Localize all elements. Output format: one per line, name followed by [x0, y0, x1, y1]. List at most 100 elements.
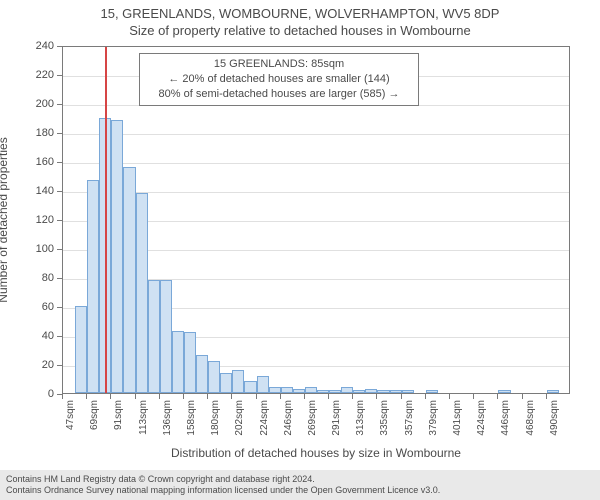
histogram-bar [426, 390, 438, 393]
x-tick-mark [280, 394, 281, 399]
x-tick-label: 291sqm [331, 400, 342, 436]
x-tick-mark [401, 394, 402, 399]
x-tick-mark [110, 394, 111, 399]
y-tick-label: 120 [36, 214, 54, 226]
annotation-line-1: 15 GREENLANDS: 85sqm [148, 57, 410, 72]
histogram-bar [317, 390, 329, 393]
plot-area: 15 GREENLANDS: 85sqm ← 20% of detached h… [62, 46, 570, 394]
histogram-bar [75, 306, 87, 393]
title-sub: Size of property relative to detached ho… [0, 23, 600, 38]
histogram-bar [498, 390, 510, 393]
x-tick-mark [473, 394, 474, 399]
copyright-line-1: Contains HM Land Registry data © Crown c… [6, 474, 594, 485]
histogram-bar [305, 387, 317, 393]
x-tick-mark [522, 394, 523, 399]
x-tick-label: 113sqm [138, 400, 149, 435]
x-tick-mark [328, 394, 329, 399]
x-tick-label: 379sqm [428, 400, 439, 436]
x-tick-mark [352, 394, 353, 399]
y-tick-label: 80 [42, 272, 54, 284]
x-tick-mark [256, 394, 257, 399]
histogram-bar [136, 193, 148, 393]
x-axis-ticks: 47sqm 69sqm 91sqm 113sqm 136sqm 158sqm 180sqm 2… [62, 394, 570, 454]
x-tick-label: 224sqm [259, 400, 270, 436]
histogram-bar [232, 370, 244, 393]
x-tick-label: 69sqm [89, 400, 100, 430]
x-tick-label: 269sqm [307, 400, 318, 436]
x-tick-label: 401sqm [452, 400, 463, 436]
histogram-bar [365, 389, 377, 393]
histogram-bar [390, 390, 402, 393]
x-tick-label: 246sqm [283, 400, 294, 436]
x-tick-label: 136sqm [162, 400, 173, 436]
y-tick-label: 0 [48, 388, 54, 400]
x-tick-mark [86, 394, 87, 399]
histogram-bar [208, 361, 220, 393]
x-tick-label: 357sqm [404, 400, 415, 436]
y-tick-label: 220 [36, 69, 54, 81]
histogram-bar [111, 120, 123, 393]
chart-container: 15, GREENLANDS, WOMBOURNE, WOLVERHAMPTON… [0, 0, 600, 500]
histogram-bar [269, 387, 281, 393]
annotation-box: 15 GREENLANDS: 85sqm ← 20% of detached h… [139, 53, 419, 106]
histogram-bar [196, 355, 208, 393]
histogram-bar [172, 331, 184, 393]
histogram-bar [329, 390, 341, 393]
histogram-bar [160, 280, 172, 393]
annotation-line-3: 80% of semi-detached houses are larger (… [148, 87, 410, 102]
x-tick-label: 91sqm [113, 400, 124, 430]
x-tick-mark [425, 394, 426, 399]
x-tick-label: 424sqm [476, 400, 487, 436]
x-tick-mark [497, 394, 498, 399]
histogram-bar [377, 390, 389, 393]
x-axis-title: Distribution of detached houses by size … [62, 446, 570, 460]
x-tick-mark [376, 394, 377, 399]
histogram-bar [244, 381, 256, 393]
x-tick-mark [546, 394, 547, 399]
x-tick-label: 180sqm [210, 400, 221, 436]
y-tick-label: 180 [36, 127, 54, 139]
y-tick-label: 140 [36, 185, 54, 197]
histogram-bar [402, 390, 414, 393]
histogram-bar [148, 280, 160, 393]
y-axis-ticks: 020406080100120140160180200220240 [0, 46, 62, 394]
histogram-bar [184, 332, 196, 393]
title-block: 15, GREENLANDS, WOMBOURNE, WOLVERHAMPTON… [0, 0, 600, 38]
x-tick-mark [449, 394, 450, 399]
x-tick-label: 446sqm [500, 400, 511, 436]
x-tick-mark [159, 394, 160, 399]
x-tick-label: 313sqm [355, 400, 366, 436]
x-tick-label: 202sqm [234, 400, 245, 436]
x-tick-mark [183, 394, 184, 399]
histogram-bar [87, 180, 99, 393]
y-tick-label: 200 [36, 98, 54, 110]
x-tick-mark [62, 394, 63, 399]
y-tick-label: 40 [42, 330, 54, 342]
x-tick-mark [135, 394, 136, 399]
x-tick-mark [231, 394, 232, 399]
y-tick-label: 240 [36, 40, 54, 52]
x-tick-label: 468sqm [525, 400, 536, 436]
copyright-footer: Contains HM Land Registry data © Crown c… [0, 470, 600, 500]
histogram-bar [123, 167, 135, 393]
x-tick-label: 158sqm [186, 400, 197, 436]
x-tick-mark [304, 394, 305, 399]
histogram-bar [257, 376, 269, 393]
y-tick-label: 20 [42, 359, 54, 371]
x-tick-label: 47sqm [65, 400, 76, 430]
x-tick-label: 490sqm [549, 400, 560, 436]
histogram-bar [293, 389, 305, 393]
y-tick-label: 60 [42, 301, 54, 313]
histogram-bar [547, 390, 559, 393]
x-tick-label: 335sqm [379, 400, 390, 436]
histogram-bar [220, 373, 232, 393]
histogram-bar [353, 390, 365, 393]
histogram-bar [341, 387, 353, 393]
title-main: 15, GREENLANDS, WOMBOURNE, WOLVERHAMPTON… [0, 6, 600, 21]
y-tick-label: 160 [36, 156, 54, 168]
marker-line [105, 47, 107, 393]
annotation-line-2: ← 20% of detached houses are smaller (14… [148, 72, 410, 87]
histogram-bar [281, 387, 293, 393]
y-tick-label: 100 [36, 243, 54, 255]
x-tick-mark [207, 394, 208, 399]
